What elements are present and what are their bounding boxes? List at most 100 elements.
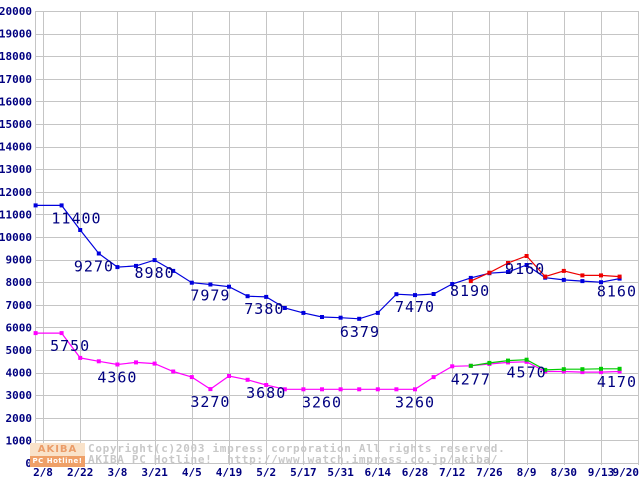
point-annotation: 4570 bbox=[507, 364, 547, 382]
data-point-marker bbox=[152, 361, 157, 366]
y-tick-label: 16000 bbox=[0, 95, 32, 108]
data-point-marker bbox=[524, 263, 529, 267]
data-point-marker bbox=[78, 228, 83, 232]
data-point-marker bbox=[33, 331, 38, 336]
data-point-marker bbox=[227, 374, 231, 378]
series-line bbox=[35, 332, 620, 390]
y-tick-label: 3000 bbox=[6, 389, 33, 402]
point-annotation: 3680 bbox=[246, 384, 286, 402]
data-point-marker bbox=[357, 387, 362, 392]
data-point-marker bbox=[413, 387, 417, 392]
data-point-marker bbox=[96, 251, 101, 256]
y-tick-label: 18000 bbox=[0, 50, 32, 63]
y-tick-label: 10000 bbox=[0, 231, 32, 244]
data-point-marker bbox=[431, 292, 436, 296]
y-tick-label: 15000 bbox=[0, 118, 32, 131]
point-annotation: 11400 bbox=[51, 209, 101, 227]
data-point-marker bbox=[506, 358, 510, 363]
data-point-marker bbox=[189, 280, 194, 285]
data-point-marker bbox=[506, 261, 510, 265]
y-tick-label: 11000 bbox=[0, 208, 32, 221]
data-point-marker bbox=[543, 367, 548, 372]
point-annotation: 8190 bbox=[450, 282, 490, 300]
x-tick-label: 4/5 bbox=[182, 466, 202, 479]
data-point-marker bbox=[580, 279, 585, 284]
y-tick-label: 5000 bbox=[6, 344, 33, 357]
data-point-marker bbox=[431, 375, 436, 380]
series-line bbox=[35, 204, 620, 320]
data-point-marker bbox=[134, 263, 138, 268]
data-point-marker bbox=[357, 316, 362, 321]
data-point-marker bbox=[487, 270, 492, 275]
point-annotation: 7979 bbox=[190, 287, 230, 305]
data-point-marker bbox=[450, 282, 455, 286]
data-point-marker bbox=[320, 315, 324, 319]
y-tick-label: 6000 bbox=[6, 321, 33, 334]
data-point-marker bbox=[617, 369, 622, 374]
data-point-marker bbox=[134, 360, 138, 365]
y-tick-label: 19000 bbox=[0, 28, 32, 41]
price-series-green bbox=[468, 357, 622, 372]
y-axis-labels: 0 1000 2000 3000 4000 5000 6000 7000 8000 9000 100… bbox=[0, 5, 32, 470]
data-point-marker bbox=[524, 359, 529, 364]
data-point-marker bbox=[320, 387, 324, 392]
y-tick-label: 7000 bbox=[6, 299, 33, 312]
price-series-red bbox=[468, 254, 622, 284]
point-annotation: 8980 bbox=[135, 264, 175, 282]
data-point-marker bbox=[338, 387, 343, 392]
point-annotation: 9160 bbox=[505, 260, 545, 278]
x-tick-label: 5/31 bbox=[327, 466, 354, 479]
data-point-marker bbox=[580, 367, 585, 372]
data-point-marker bbox=[413, 293, 417, 298]
y-tick-label: 17000 bbox=[0, 73, 32, 86]
x-tick-label: 9/20 bbox=[613, 466, 640, 479]
data-point-marker bbox=[617, 274, 622, 279]
point-annotation: 4170 bbox=[597, 373, 637, 391]
data-point-marker bbox=[189, 375, 194, 380]
y-tick-label: 2000 bbox=[6, 412, 33, 425]
data-point-marker bbox=[580, 370, 585, 375]
data-point-marker bbox=[375, 387, 380, 392]
data-point-marker bbox=[301, 310, 306, 315]
y-tick-label: 1000 bbox=[6, 434, 33, 447]
x-tick-label: 3/8 bbox=[107, 466, 127, 479]
point-annotation: 3270 bbox=[190, 393, 230, 411]
data-point-marker bbox=[264, 383, 269, 387]
gridlines bbox=[35, 11, 639, 465]
point-annotation: 5750 bbox=[50, 337, 90, 355]
data-point-marker bbox=[59, 203, 64, 208]
x-tick-label: 8/9 bbox=[517, 466, 537, 479]
data-point-marker bbox=[599, 366, 603, 371]
x-tick-label: 5/17 bbox=[290, 466, 317, 479]
data-point-marker bbox=[59, 331, 64, 336]
data-point-marker bbox=[394, 292, 399, 297]
x-tick-label: 8/30 bbox=[551, 466, 578, 479]
data-point-marker bbox=[394, 387, 399, 392]
data-point-marker bbox=[208, 387, 213, 392]
y-tick-label: 8000 bbox=[6, 276, 33, 289]
y-tick-label: 14000 bbox=[0, 141, 32, 154]
x-tick-label: 5/2 bbox=[256, 466, 276, 479]
data-point-marker bbox=[506, 270, 510, 274]
x-axis-labels: 2/8 2/22 3/8 3/21 4/5 4/19 5/2 5/17 5/31 6/14 6/28… bbox=[33, 466, 639, 479]
x-tick-label: 9/13 bbox=[588, 466, 615, 479]
data-point-marker bbox=[338, 315, 343, 320]
data-point-marker bbox=[208, 282, 213, 287]
point-annotation: 3260 bbox=[302, 393, 342, 411]
point-annotation: 6379 bbox=[340, 323, 380, 341]
data-point-marker bbox=[468, 279, 473, 284]
data-point-marker bbox=[599, 280, 603, 285]
data-point-marker bbox=[78, 355, 83, 360]
point-annotation: 4277 bbox=[451, 370, 491, 388]
y-tick-label: 0 bbox=[25, 457, 32, 470]
data-point-marker bbox=[171, 268, 176, 273]
data-point-marker bbox=[543, 274, 548, 279]
point-annotation: 8160 bbox=[597, 283, 637, 301]
y-tick-label: 4000 bbox=[6, 367, 33, 380]
data-point-marker bbox=[33, 203, 38, 208]
x-tick-label: 6/14 bbox=[365, 466, 392, 479]
data-point-marker bbox=[599, 273, 603, 278]
y-tick-label: 9000 bbox=[6, 254, 33, 267]
